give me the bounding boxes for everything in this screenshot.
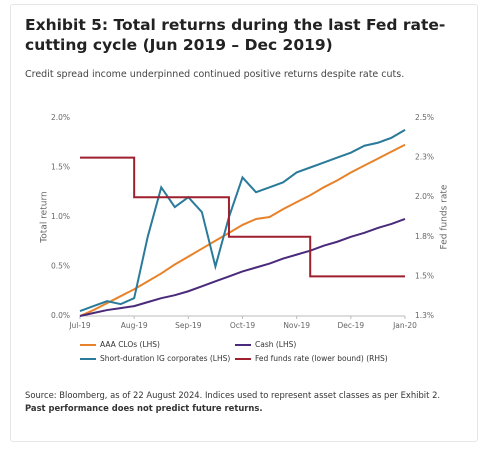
- y-tick-label: 1.5%: [51, 163, 70, 172]
- x-tick-label: Oct-19: [230, 321, 255, 330]
- series-line: [80, 156, 405, 278]
- legend-label: Short-duration IG corporates (LHS): [100, 354, 230, 363]
- legend-label: AAA CLOs (LHS): [100, 340, 160, 349]
- y2-tick-label: 1.3%: [415, 311, 434, 320]
- x-tick-label: Nov-19: [283, 321, 310, 330]
- y-tick-label: 1.0%: [51, 212, 70, 221]
- y2-tick-label: 1.8%: [415, 232, 434, 241]
- x-tick-label: Aug-19: [121, 321, 148, 330]
- x-tick-label: Jul-19: [68, 321, 91, 330]
- y-label: Total return: [40, 191, 50, 243]
- x-tick-label: Sep-19: [175, 321, 202, 330]
- y2-tick-label: 2.5%: [415, 113, 434, 122]
- y-tick-label: 0.5%: [51, 262, 70, 271]
- series-line: [79, 129, 406, 312]
- y2-tick-label: 2.0%: [415, 192, 434, 201]
- note: Past performance does not predict future…: [25, 403, 263, 413]
- y2-tick-label: 2.3%: [415, 153, 434, 162]
- y-tick-label: 2.0%: [51, 113, 70, 122]
- legend-label: Cash (LHS): [255, 340, 296, 349]
- y-tick-label: 0.0%: [51, 311, 70, 320]
- legend-label: Fed funds rate (lower bound) (RHS): [255, 354, 388, 363]
- x-tick-label: Dec-19: [337, 321, 364, 330]
- subtitle: Credit spread income underpinned continu…: [25, 69, 405, 80]
- series-line: [79, 143, 406, 317]
- x-tick-label: Jan-20: [392, 321, 417, 330]
- y2-label: Fed funds rate: [440, 184, 450, 249]
- card: Exhibit 5: Total returns during the last…: [10, 4, 478, 442]
- y2-tick-label: 1.5%: [415, 271, 434, 280]
- source: Source: Bloomberg, as of 22 August 2024.…: [25, 389, 475, 415]
- source-text: Source: Bloomberg, as of 22 August 2024.…: [25, 390, 441, 400]
- title: Exhibit 5: Total returns during the last…: [25, 16, 446, 54]
- series-line: [79, 218, 406, 317]
